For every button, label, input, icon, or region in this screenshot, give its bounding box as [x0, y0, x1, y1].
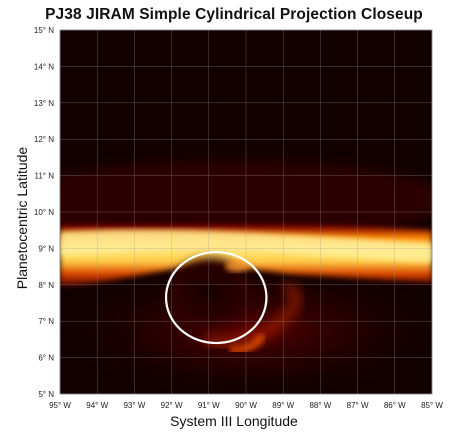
x-tick-label: 89° W [272, 401, 294, 410]
heatmap-image [60, 30, 432, 394]
plot-frame [59, 29, 433, 395]
dark-vortex [162, 252, 258, 332]
y-tick-label: 12° N [34, 135, 54, 144]
x-tick-label: 91° W [198, 401, 220, 410]
x-tick-label: 85° W [421, 401, 443, 410]
y-tick-label: 10° N [34, 208, 54, 217]
x-tick-label: 93° W [123, 401, 145, 410]
y-tick-label: 7° N [38, 317, 54, 326]
x-tick-label: 87° W [347, 401, 369, 410]
vortex-knot [225, 260, 249, 272]
x-tick-label: 94° W [86, 401, 108, 410]
y-tick-label: 15° N [34, 26, 54, 35]
x-tick-label: 90° W [235, 401, 257, 410]
annotation-circle [164, 250, 268, 345]
x-tick-label: 86° W [384, 401, 406, 410]
x-axis-label: System III Longitude [170, 413, 298, 429]
chart-title: PJ38 JIRAM Simple Cylindrical Projection… [45, 6, 423, 23]
y-tick-label: 9° N [38, 244, 54, 253]
y-tick-label: 5° N [38, 390, 54, 399]
x-tick-label: 88° W [309, 401, 331, 410]
x-tick-label: 95° W [49, 401, 71, 410]
y-tick-label: 11° N [34, 172, 54, 181]
y-tick-label: 8° N [38, 281, 54, 290]
y-tick-label: 13° N [34, 99, 54, 108]
x-tick-labels: 95° W 94° W 93° W 92° W 91° W 90° W 89° W 88° W… [49, 401, 443, 410]
x-tick-label: 92° W [161, 401, 183, 410]
swirl-hot [229, 333, 266, 355]
y-tick-labels: 5° N 6° N 7° N 8° N 9° N 10° N 11° N 12° N 13° N… [34, 26, 54, 399]
y-tick-label: 14° N [34, 62, 54, 71]
y-tick-label: 6° N [38, 354, 54, 363]
